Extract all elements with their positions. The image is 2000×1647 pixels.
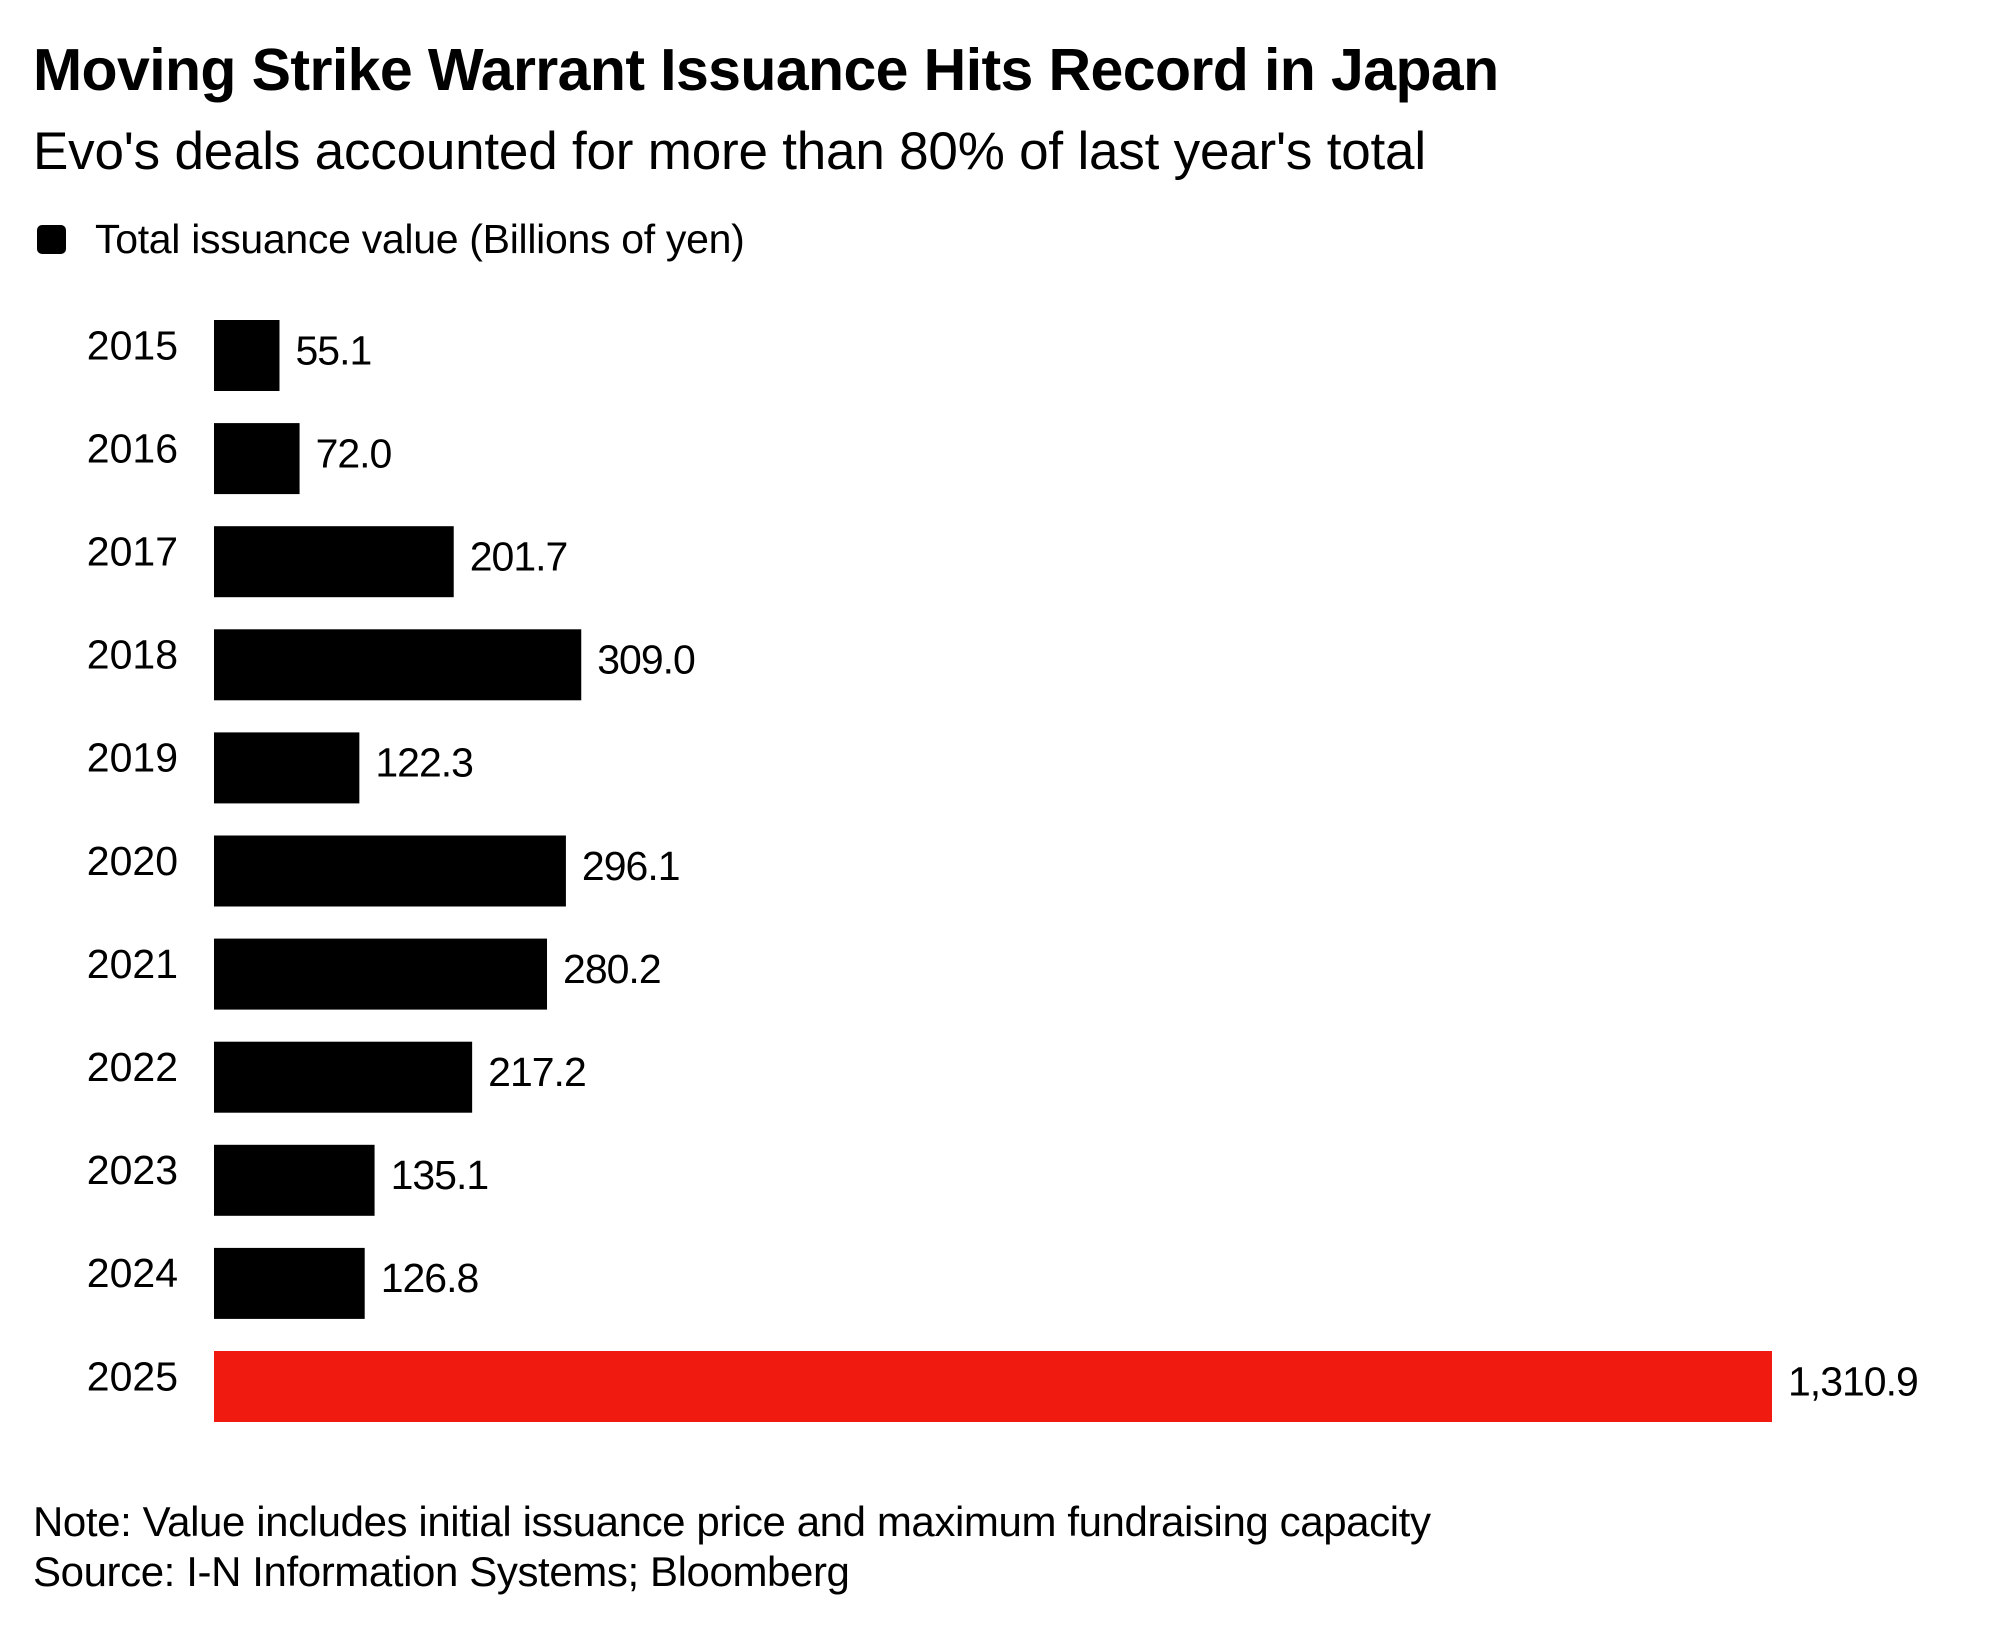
bar-group-2020: 2020 296.1 xyxy=(87,835,681,907)
chart-title: Moving Strike Warrant Issuance Hits Reco… xyxy=(33,37,1499,103)
bar-2016 xyxy=(214,423,300,495)
bar-2020 xyxy=(214,835,566,907)
chart-footnote: Note: Value includes initial issuance pr… xyxy=(33,1497,1431,1597)
legend: Total issuance value (Billions of yen) xyxy=(37,214,745,264)
value-label-2023: 135.1 xyxy=(391,1152,489,1198)
bar-group-2023: 2023 135.1 xyxy=(87,1144,489,1216)
bars-layer: 2015 55.1 2016 72.0 2017 201.7 2018 309.0 2019 12… xyxy=(87,320,1919,1422)
category-label-2025: 2025 xyxy=(87,1353,178,1399)
value-label-2015: 55.1 xyxy=(295,327,371,373)
bar-group-2018: 2018 309.0 xyxy=(87,629,696,701)
category-label-2022: 2022 xyxy=(87,1044,178,1090)
bar-2015 xyxy=(214,320,280,391)
category-label-2019: 2019 xyxy=(87,735,178,781)
value-label-2017: 201.7 xyxy=(470,534,568,580)
bar-highlight-2025 xyxy=(214,1351,1772,1422)
value-label-2016: 72.0 xyxy=(316,430,392,476)
legend-label: Total issuance value (Billions of yen) xyxy=(95,215,745,262)
category-label-2016: 2016 xyxy=(87,425,178,471)
bar-group-2022: 2022 217.2 xyxy=(87,1041,587,1113)
note-text: Note: Value includes initial issuance pr… xyxy=(33,1498,1431,1545)
bar-2022 xyxy=(214,1041,473,1113)
bar-2021 xyxy=(214,938,548,1010)
category-label-2018: 2018 xyxy=(87,632,178,678)
category-label-2021: 2021 xyxy=(87,941,178,987)
value-label-2021: 280.2 xyxy=(563,946,661,992)
bar-group-2021: 2021 280.2 xyxy=(87,938,662,1010)
bar-group-2024: 2024 126.8 xyxy=(87,1247,479,1319)
bar-group-2017: 2017 201.7 xyxy=(87,526,568,598)
chart-subtitle: Evo's deals accounted for more than 80% … xyxy=(33,122,1426,181)
value-label-2024: 126.8 xyxy=(381,1255,479,1301)
category-label-2024: 2024 xyxy=(87,1250,178,1296)
value-label-2019: 122.3 xyxy=(375,740,473,786)
value-label-2022: 217.2 xyxy=(488,1049,586,1095)
bar-group-2016: 2016 72.0 xyxy=(87,423,393,495)
bar-2018 xyxy=(214,629,582,701)
bar-2024 xyxy=(214,1247,365,1319)
bar-group-2019: 2019 122.3 xyxy=(87,732,474,804)
category-label-2020: 2020 xyxy=(87,838,178,884)
bar-2019 xyxy=(214,732,360,804)
category-label-2017: 2017 xyxy=(87,529,178,575)
value-label-2018: 309.0 xyxy=(597,637,695,683)
bar-2023 xyxy=(214,1144,375,1216)
category-label-2015: 2015 xyxy=(87,322,178,368)
bar-group-2015: 2015 55.1 xyxy=(87,320,372,391)
bar-group-2025: 2025 1,310.9 xyxy=(87,1351,1919,1422)
legend-square-icon xyxy=(37,224,66,254)
source-text: Source: I-N Information Systems; Bloombe… xyxy=(33,1548,850,1595)
category-label-2023: 2023 xyxy=(87,1147,178,1193)
bar-2017 xyxy=(214,526,454,598)
value-label-2020: 296.1 xyxy=(582,843,680,889)
value-label-2025: 1,310.9 xyxy=(1788,1358,1918,1404)
